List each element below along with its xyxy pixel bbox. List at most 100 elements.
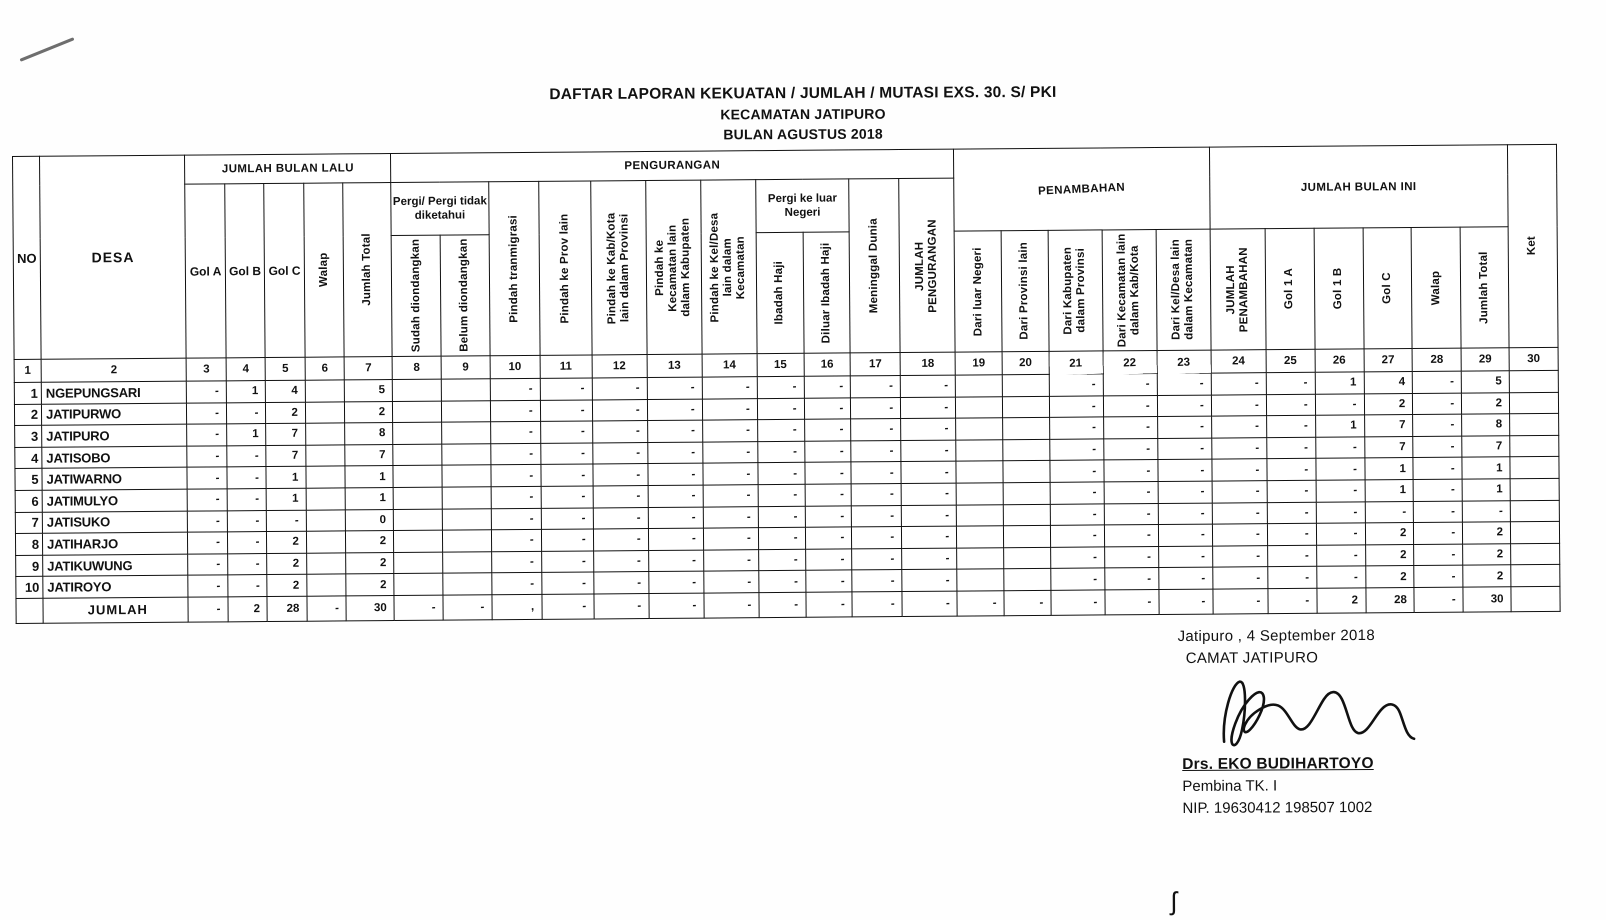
cell-col-15: - xyxy=(757,462,805,485)
cell-col-13: - xyxy=(648,549,704,572)
header-group-jumlah-bulan-lalu: JUMLAH BULAN LALU xyxy=(184,153,391,185)
cell-col-6 xyxy=(306,552,347,575)
cell-col-3: - xyxy=(188,575,228,598)
cell-col-26: - xyxy=(1315,393,1365,416)
cell-col-3: - xyxy=(187,467,228,490)
header-col-25: Gol 1 A xyxy=(1264,228,1315,350)
cell-col-21: - xyxy=(1049,417,1104,440)
header-col-3: Gol A xyxy=(185,183,227,359)
cell-col-14: - xyxy=(702,484,759,507)
column-number-21: 21 xyxy=(1048,350,1104,376)
cell-col-28: - xyxy=(1413,543,1463,566)
header-no: NO xyxy=(12,156,42,360)
column-number-10: 10 xyxy=(489,355,540,379)
cell-col-4: - xyxy=(226,402,267,425)
cell-col-19 xyxy=(955,439,1003,462)
cell-col-5: 2 xyxy=(266,531,307,554)
cell-col-10: - xyxy=(491,551,542,574)
cell-col-30 xyxy=(1509,370,1559,393)
cell-col-14: - xyxy=(703,506,759,529)
row-village-name: JATIHARJO xyxy=(42,532,189,556)
row-number: 1 xyxy=(14,382,42,405)
total-cell-col-11: - xyxy=(541,593,594,620)
cell-col-11: - xyxy=(539,377,593,400)
row-number: 5 xyxy=(14,468,43,491)
total-cell-col-20: - xyxy=(1003,590,1051,616)
cell-col-12: - xyxy=(592,420,648,443)
cell-col-3: - xyxy=(187,531,228,554)
column-number-28: 28 xyxy=(1412,348,1462,372)
signature-block: Jatipuro , 4 September 2018 CAMAT JATIPU… xyxy=(1171,624,1558,916)
header-col-17: Meninggal Dunia xyxy=(849,178,901,353)
column-number-18: 18 xyxy=(900,352,956,376)
cell-col-12: - xyxy=(593,571,649,594)
row-village-name: JATIKUWUNG xyxy=(42,553,189,577)
cell-col-27: 1 xyxy=(1364,457,1414,480)
cell-col-24: - xyxy=(1211,415,1267,438)
cell-col-21: - xyxy=(1049,460,1104,483)
cell-col-20 xyxy=(1002,395,1050,418)
cell-col-12: - xyxy=(592,507,649,530)
cell-col-16: - xyxy=(804,483,852,506)
header-col-11: Pindah ke Prov lain xyxy=(538,180,592,356)
cell-col-30 xyxy=(1509,435,1559,458)
cell-col-21: - xyxy=(1049,503,1105,526)
cell-col-17: - xyxy=(851,548,902,571)
total-row-spacer xyxy=(15,598,44,624)
cell-col-12: - xyxy=(592,485,648,508)
cell-col-10: - xyxy=(491,529,542,552)
cell-col-10: - xyxy=(490,464,541,487)
cell-col-3: - xyxy=(188,553,228,576)
column-number-5: 5 xyxy=(265,357,306,381)
cell-col-12: - xyxy=(592,463,648,486)
row-village-name: JATIPURWO xyxy=(41,402,188,426)
header-col-19: Dari luar Negeri xyxy=(954,230,1003,353)
cell-col-5: 1 xyxy=(266,466,306,489)
cell-col-15: - xyxy=(757,419,805,442)
cell-col-17: - xyxy=(850,418,901,441)
cell-col-6 xyxy=(305,401,345,424)
cell-col-5: - xyxy=(266,509,307,532)
cell-col-29: 7 xyxy=(1461,435,1510,458)
cell-col-6 xyxy=(305,379,345,402)
cell-col-6 xyxy=(305,423,346,445)
total-cell-col-13: - xyxy=(648,593,704,619)
cell-col-4: - xyxy=(227,574,268,597)
cell-col-13: - xyxy=(647,506,704,529)
header-col-4: Gol B xyxy=(224,183,266,358)
cell-col-10: - xyxy=(490,378,541,401)
cell-col-25: - xyxy=(1266,480,1316,503)
row-village-name: JATIMULYO xyxy=(42,489,188,512)
cell-col-30 xyxy=(1510,478,1560,501)
cell-col-9 xyxy=(441,443,491,466)
cell-col-26: - xyxy=(1316,566,1366,589)
header-group-jumlah-bulan-ini: JUMLAH BULAN INI xyxy=(1209,144,1509,230)
cell-col-8 xyxy=(393,573,443,596)
row-number: 9 xyxy=(15,555,43,577)
cell-col-9 xyxy=(441,465,491,488)
cell-col-21: - xyxy=(1049,395,1104,418)
header-group-pergi-tidak-diketahui: Pergi/ Pergi tidak diketahui xyxy=(390,181,489,236)
cell-col-9 xyxy=(441,421,491,444)
header-col-24: JUMLAH PENAMBAHAN xyxy=(1209,228,1266,351)
column-number-9: 9 xyxy=(441,355,491,380)
header-group-pengurangan: PENGURANGAN xyxy=(390,149,954,183)
cell-col-23: - xyxy=(1157,481,1213,504)
cell-col-26: 1 xyxy=(1315,415,1365,438)
cell-col-8 xyxy=(392,400,442,423)
cell-col-26: - xyxy=(1316,544,1366,567)
total-cell-col-29: 30 xyxy=(1463,586,1512,613)
cell-col-29: 8 xyxy=(1461,413,1510,436)
cell-col-30 xyxy=(1509,413,1559,436)
cell-col-4: 1 xyxy=(226,423,267,446)
cell-col-25: - xyxy=(1266,415,1316,438)
paraph-mark: ʃ xyxy=(1170,886,1177,917)
cell-col-27: 2 xyxy=(1365,565,1415,588)
cell-col-7: 1 xyxy=(345,465,394,488)
header-desa: DESA xyxy=(39,155,187,360)
header-group-pergi-luar-negeri: Pergi ke luar Negeri xyxy=(755,178,850,233)
cell-col-3: - xyxy=(187,510,228,533)
cell-col-9 xyxy=(442,508,492,531)
cell-col-28: - xyxy=(1414,565,1464,588)
cell-col-5: 2 xyxy=(267,552,307,575)
